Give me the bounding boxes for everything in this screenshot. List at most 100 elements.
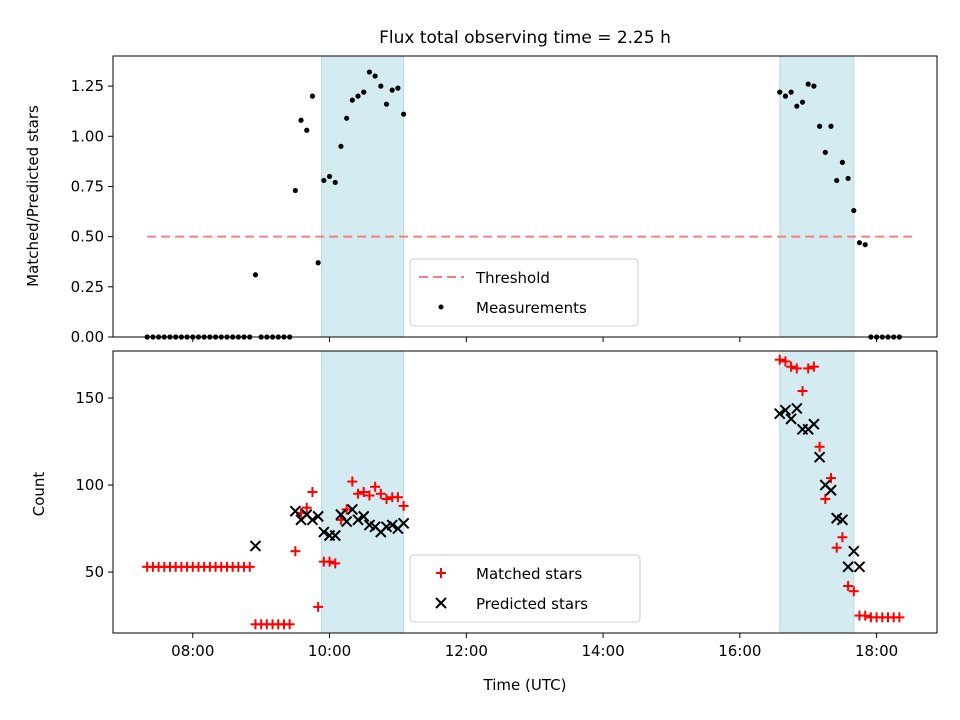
predicted-point	[318, 526, 330, 538]
bottom-y-tick-label: 150	[75, 389, 104, 407]
measurement-point	[298, 117, 304, 123]
predicted-point-b	[830, 512, 843, 524]
measurement-point	[834, 177, 840, 184]
predicted-point	[312, 510, 324, 523]
matched-point	[392, 492, 403, 503]
predicted-point-b	[813, 451, 826, 463]
predicted-point	[346, 503, 359, 516]
predicted-point	[329, 529, 341, 542]
predicted-point	[774, 407, 786, 420]
measurement-point	[788, 89, 794, 95]
measurement-point	[389, 87, 395, 93]
top-panel: 0.00 0.25 0.50 0.75 1.00 1.25 Matched/Predict…	[24, 55, 938, 346]
matched-point	[358, 487, 369, 497]
measurement-point	[338, 143, 344, 149]
predicted-point-b	[249, 540, 262, 552]
top-y-tick-label: 0.00	[71, 328, 104, 346]
bottom-x-tick-label: 16:00	[718, 642, 761, 660]
predicted-point	[289, 505, 302, 517]
measurement-point	[372, 73, 378, 79]
shaded-interval-1	[779, 55, 855, 338]
measurement-point	[782, 93, 789, 99]
top-y-tick-label: 0.75	[71, 177, 104, 195]
top-shaded-intervals	[321, 55, 855, 338]
predicted-point	[340, 515, 353, 528]
predicted-point-b	[825, 484, 837, 496]
measurement-point	[378, 83, 384, 89]
measurement-point	[332, 179, 338, 186]
predicted-point	[249, 540, 262, 552]
shaded-interval-1	[779, 350, 855, 634]
bottom-x-tick-label: 18:00	[855, 642, 898, 660]
predicted-point	[853, 561, 866, 573]
top-y-tick-label: 0.50	[71, 228, 104, 246]
measurement-point	[366, 69, 373, 75]
top-y-axis-label: Matched/Predicted stars	[24, 105, 42, 287]
predicted-point-b	[363, 519, 376, 531]
predicted-point-b	[791, 402, 803, 415]
bottom-legend: Matched stars Predicted stars	[409, 554, 641, 623]
predicted-point	[352, 514, 364, 526]
predicted-point-b	[848, 545, 860, 557]
bottom-matched-points	[142, 354, 905, 630]
predicted-point-b	[329, 529, 341, 542]
bottom-y-ticks: 50 100 150	[75, 389, 113, 581]
legend-matched-swatch	[436, 568, 446, 578]
predicted-point	[358, 510, 370, 523]
matched-point	[814, 441, 825, 452]
predicted-point	[808, 418, 820, 430]
legend-predicted-swatch	[435, 597, 447, 609]
matched-point	[774, 354, 785, 365]
predicted-point-b	[369, 521, 381, 533]
predicted-point-b	[779, 404, 792, 416]
matched-point	[791, 363, 802, 374]
matched-point	[347, 476, 358, 487]
matched-point	[894, 612, 905, 623]
matched-point	[375, 488, 386, 499]
legend-cross	[435, 597, 447, 609]
top-y-tick-label: 0.25	[71, 278, 104, 296]
measurement-point	[828, 123, 834, 129]
top-y-tick-label: 1.00	[71, 127, 104, 145]
measurement-point	[799, 99, 806, 105]
measurement-point	[344, 115, 350, 121]
predicted-point-b	[808, 418, 820, 430]
predicted-point	[813, 451, 826, 463]
measurement-point	[817, 123, 823, 129]
measurement-point	[851, 207, 857, 214]
measurement-point	[777, 89, 783, 95]
measurement-point	[321, 177, 327, 184]
chart-title: Flux total observing time = 2.25 h	[379, 28, 671, 48]
matched-point	[381, 493, 392, 504]
measurement-point	[326, 173, 333, 180]
bottom-x-tick-label: 10:00	[308, 642, 351, 660]
bottom-y-axis-label: Count	[30, 472, 48, 517]
predicted-point-b	[836, 514, 849, 526]
top-axes-frame	[112, 55, 938, 338]
measurement-point	[395, 85, 401, 91]
top-legend-box	[409, 258, 639, 327]
top-y-tick-label: 1.25	[71, 77, 104, 95]
predicted-point-b	[819, 479, 832, 491]
predicted-point-b	[352, 514, 364, 526]
matched-point	[848, 586, 859, 597]
measurement-point	[309, 93, 316, 99]
predicted-point-b	[306, 514, 319, 526]
matched-point	[820, 493, 831, 504]
measurement-point	[361, 89, 367, 95]
matched-point	[290, 546, 301, 557]
matched-point	[307, 487, 318, 497]
predicted-point-b	[842, 561, 854, 573]
predicted-point-b	[289, 505, 302, 517]
measurement-point	[315, 260, 321, 266]
matched-point	[843, 581, 854, 591]
measurement-point	[401, 111, 407, 117]
measurement-point	[252, 272, 259, 278]
matched-point	[330, 558, 341, 569]
predicted-point-b	[340, 515, 353, 528]
matched-point	[284, 619, 295, 630]
measurement-point	[349, 97, 355, 103]
bottom-x-axis-label: Time (UTC)	[483, 676, 567, 694]
predicted-point	[836, 514, 849, 526]
